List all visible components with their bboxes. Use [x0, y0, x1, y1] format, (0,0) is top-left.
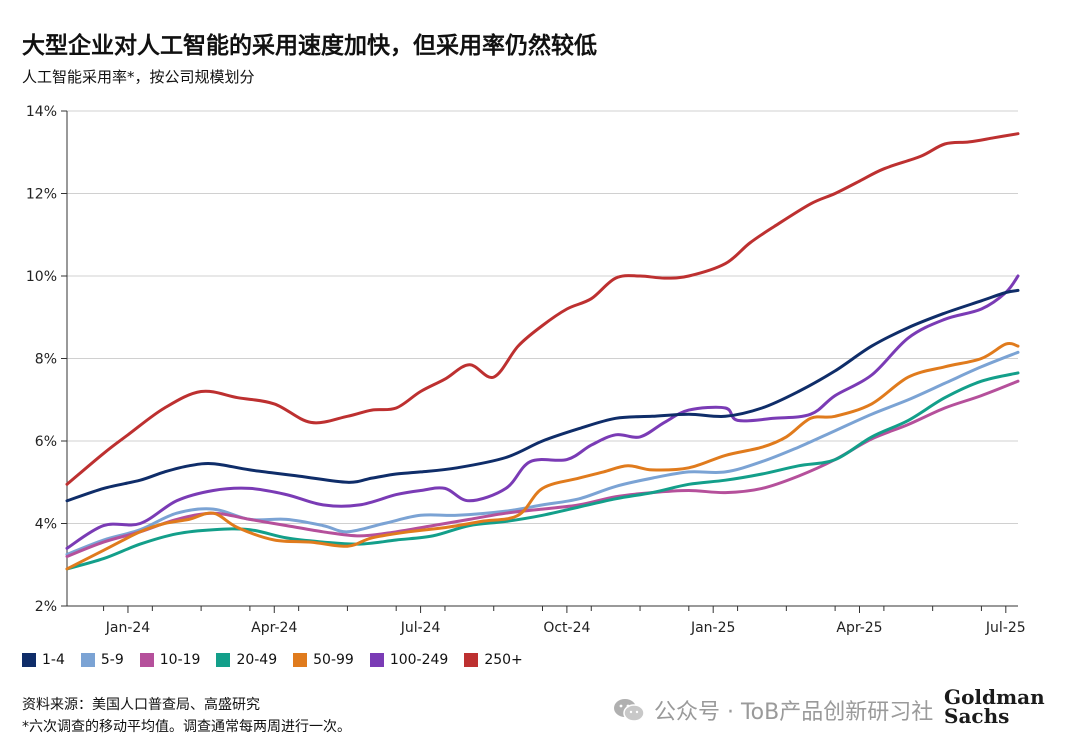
legend-swatch: [464, 653, 479, 667]
y-tick-label: 2%: [35, 599, 57, 615]
legend-item: 1-4: [22, 652, 65, 668]
x-tick-label: Jan-24: [105, 620, 151, 636]
legend-label: 20-49: [236, 652, 278, 668]
logo-line-1: Goldman: [944, 685, 1045, 709]
y-axis: 2% 4% 6% 8% 10% 12% 14%: [26, 104, 68, 615]
legend-item: 10-19: [139, 652, 201, 668]
series-line-1-4: [65, 288, 1020, 503]
y-tick-label: 8%: [35, 352, 57, 368]
series-line-50-99: [65, 341, 1020, 571]
x-tick-label: Apr-24: [251, 620, 297, 636]
legend-swatch: [22, 653, 36, 667]
goldman-sachs-logo: Goldman Sachs: [944, 685, 1045, 728]
y-tick-label: 12%: [26, 187, 57, 203]
wechat-icon: [614, 699, 645, 722]
legend-item: 50-99: [293, 652, 354, 668]
x-tick-label: Jul-24: [400, 620, 441, 636]
legend-swatch: [80, 653, 95, 667]
x-tick-label: Jan-25: [690, 620, 735, 636]
legend-item: 250+: [464, 652, 523, 668]
legend-item: 100-249: [369, 652, 449, 668]
y-tick-label: 4%: [35, 517, 57, 533]
legend-label: 5-9: [100, 652, 124, 668]
watermark-text: 公众号 · ToB产品创新研习社: [654, 700, 934, 725]
chart-legend: 1-4 5-9 10-19 20-49 50-99 100-249 250+: [22, 652, 523, 668]
x-tick-label: Oct-24: [543, 620, 590, 636]
legend-label: 250+: [484, 652, 523, 668]
x-tick-label: Apr-25: [836, 620, 882, 636]
watermark: 公众号 · ToB产品创新研习社: [612, 694, 933, 726]
legend-swatch: [216, 653, 231, 667]
x-tick-label: Jul-25: [985, 620, 1026, 636]
legend-label: 10-19: [159, 652, 201, 668]
legend-swatch: [139, 653, 154, 667]
y-tick-label: 10%: [26, 269, 57, 285]
legend-swatch: [369, 653, 384, 667]
legend-swatch: [293, 653, 308, 667]
legend-label: 50-99: [313, 652, 354, 668]
chart-title: 大型企业对人工智能的采用速度加快，但采用率仍然较低: [22, 33, 597, 59]
chart-subtitle: 人工智能采用率*，按公司规模划分: [22, 68, 255, 86]
y-tick-label: 6%: [35, 434, 57, 450]
logo-line-2: Sachs: [944, 704, 1010, 728]
legend-label: 100-249: [389, 652, 449, 668]
footnote: *六次调查的移动平均值。调查通常每两周进行一次。: [22, 719, 351, 735]
series-line-5-9: [65, 350, 1020, 556]
legend-item: 20-49: [216, 652, 277, 668]
legend-item: 5-9: [80, 652, 124, 668]
y-tick-label: 14%: [26, 104, 57, 120]
series-line-250+: [65, 132, 1020, 486]
series-line-20-49: [65, 371, 1020, 571]
x-axis: Jan-24 Apr-24 Jul-24 Oct-24 Jan-25 Apr-25 Jul-…: [67, 605, 1026, 636]
series-lines: [65, 132, 1020, 571]
source-note: 资料来源：美国人口普查局、高盛研究: [22, 697, 260, 713]
legend-label: 1-4: [42, 652, 65, 668]
series-line-100-249: [65, 274, 1020, 550]
